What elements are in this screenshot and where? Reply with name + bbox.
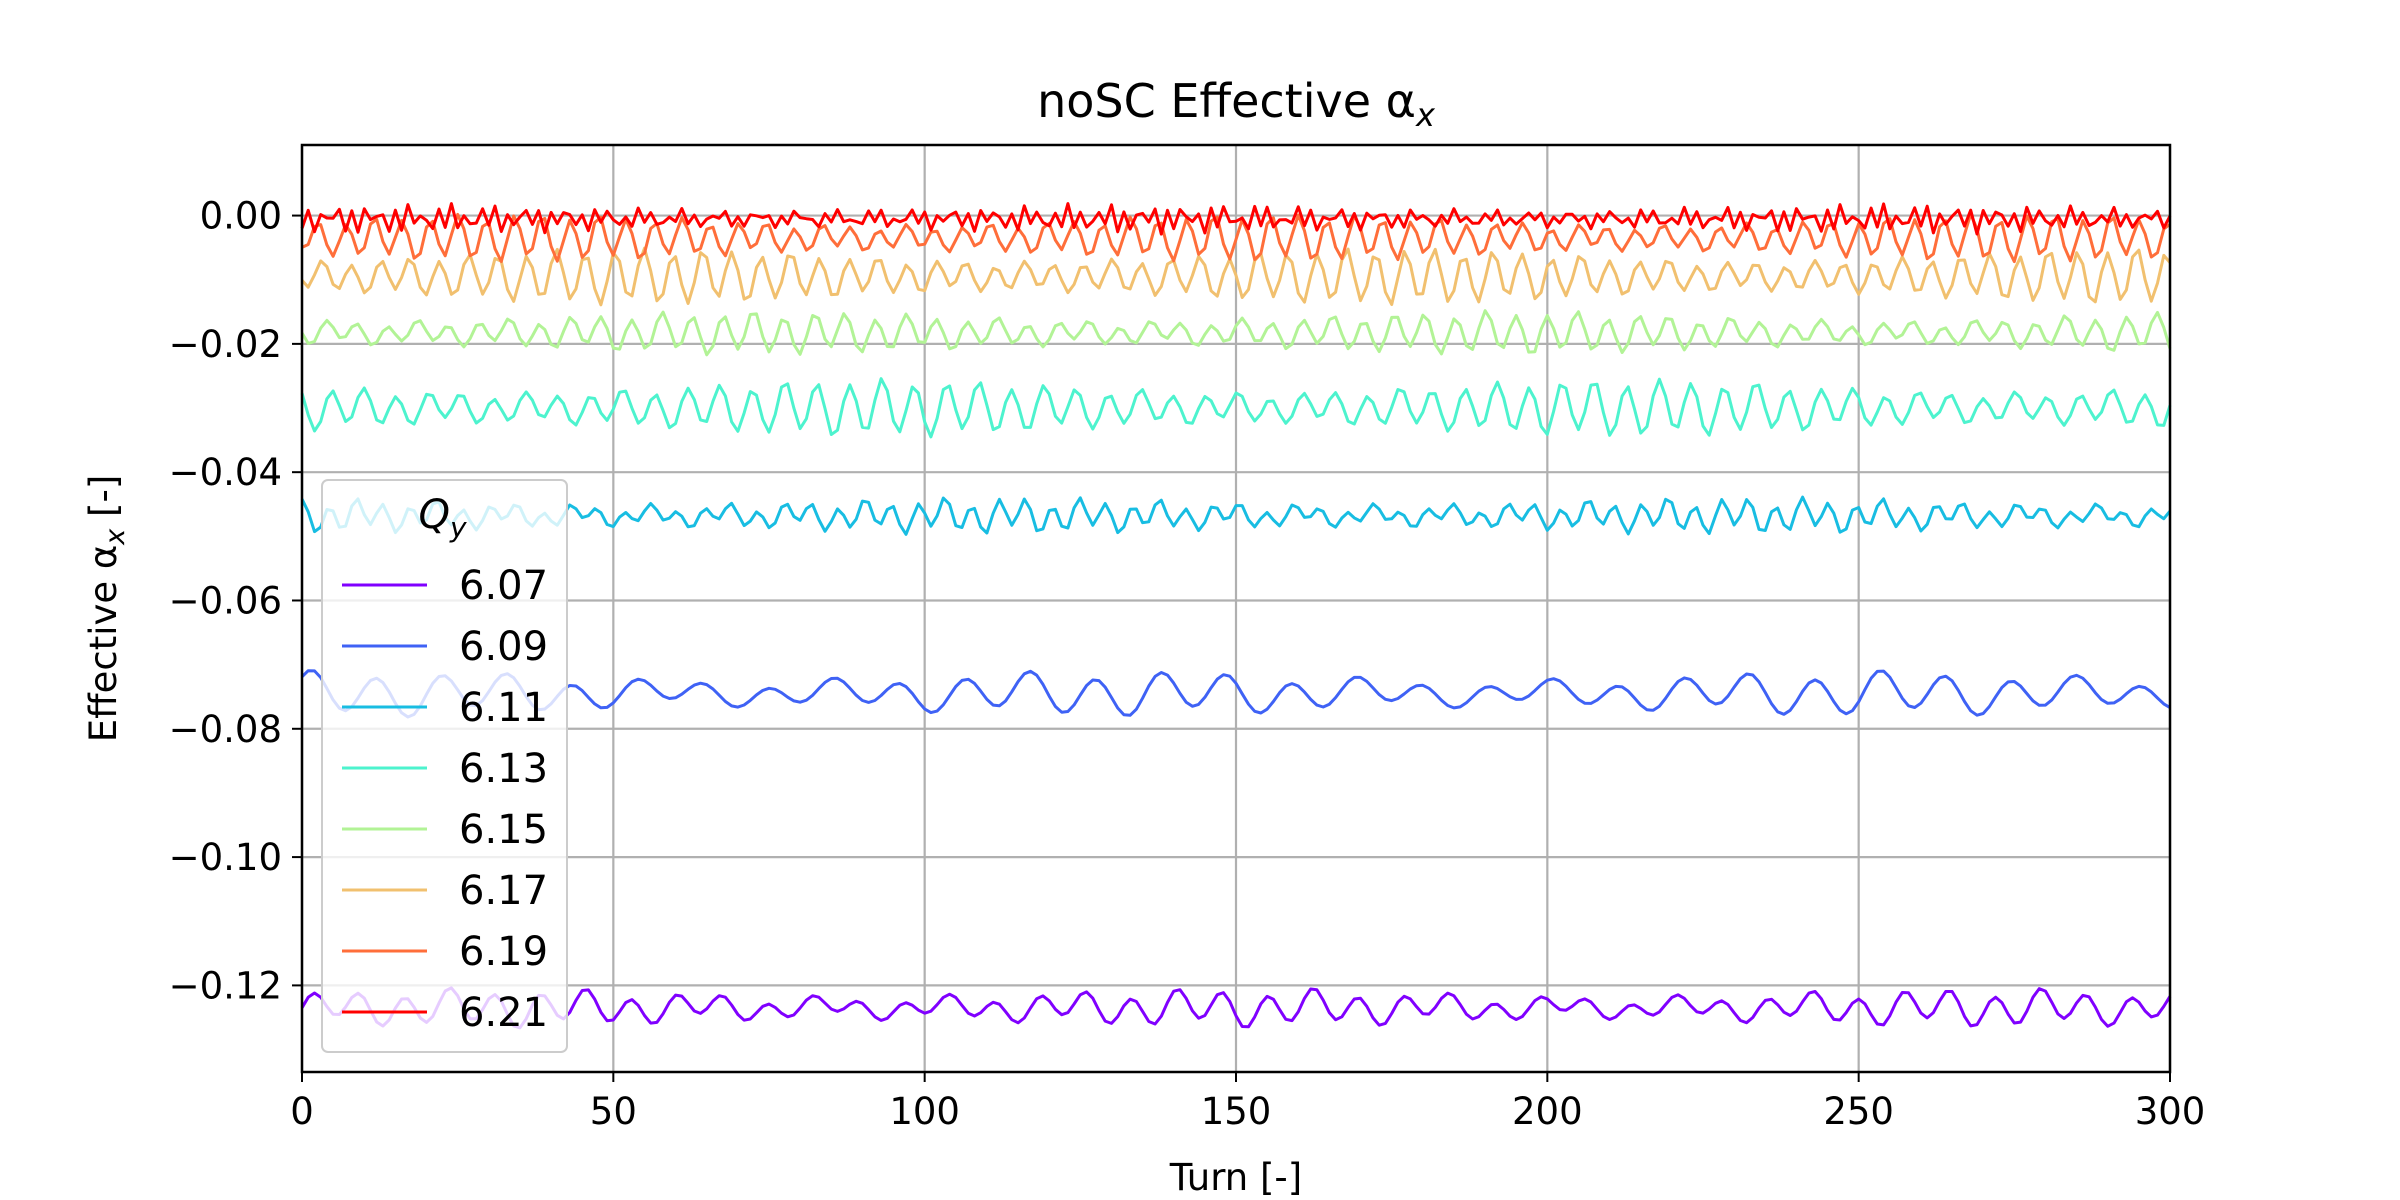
x-tick-label: 250: [1823, 1090, 1894, 1133]
legend-label-6.19: 6.19: [459, 929, 548, 975]
series-line-6.07: [300, 986, 2172, 1030]
x-axis-label: Turn [-]: [1169, 1156, 1302, 1199]
x-tick-label: 100: [889, 1090, 960, 1133]
chart-title: noSC Effective αx: [1037, 74, 1436, 134]
y-tick-label: −0.02: [169, 323, 282, 366]
y-axis-label-text: Effective α: [82, 545, 125, 743]
y-axis-label-suffix: [-]: [82, 475, 125, 529]
legend-label-6.13: 6.13: [459, 746, 548, 792]
legend: Qy 6.07 6.09 6.11 6.13 6.15 6.17 6.19 6.21: [321, 479, 568, 1053]
legend-label-6.11: 6.11: [459, 685, 548, 731]
y-tick-label: −0.08: [169, 708, 282, 751]
chart-title-subscript: x: [1415, 96, 1436, 134]
x-tick-label: 300: [2135, 1090, 2206, 1133]
legend-label-6.07: 6.07: [459, 563, 548, 609]
legend-label-6.15: 6.15: [459, 807, 548, 853]
series-line-6.19: [301, 212, 2171, 264]
y-axis-label-subscript: x: [100, 528, 131, 546]
series-line-6.13: [300, 377, 2172, 439]
legend-label-6.21: 6.21: [459, 990, 548, 1036]
y-tick-label: 0.00: [200, 195, 282, 238]
ticks: 0 50 100 150 200 250 300 0.00 −0.02 −0.04 −0.06 −0.…: [169, 195, 2206, 1133]
chart-title-text: noSC Effective α: [1037, 74, 1416, 128]
y-axis-label: Effective αx [-]: [82, 475, 131, 743]
y-tick-label: −0.10: [169, 836, 282, 879]
series-lines: [300, 202, 2172, 1030]
series-line-6.21: [300, 202, 2172, 236]
legend-label-6.09: 6.09: [459, 624, 548, 670]
y-tick-label: −0.06: [169, 579, 282, 622]
x-tick-label: 50: [590, 1090, 637, 1133]
legend-box: [321, 479, 568, 1053]
y-tick-label: −0.04: [169, 451, 282, 494]
x-tick-label: 200: [1512, 1090, 1583, 1133]
x-tick-label: 0: [290, 1090, 314, 1133]
y-tick-label: −0.12: [169, 964, 282, 1007]
series-line-6.15: [300, 309, 2172, 357]
legend-title: Qy: [418, 492, 466, 544]
grid: [300, 145, 2172, 1072]
x-tick-label: 150: [1201, 1090, 1272, 1133]
series-line-6.09: [300, 669, 2171, 719]
legend-label-6.17: 6.17: [459, 868, 548, 914]
series-line-6.11: [300, 495, 2172, 536]
